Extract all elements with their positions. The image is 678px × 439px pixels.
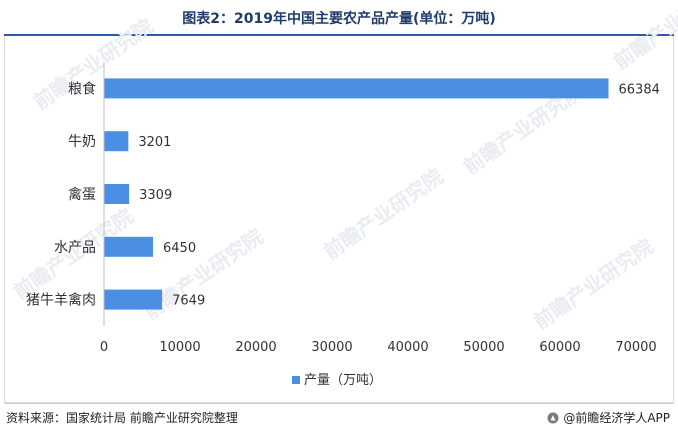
bar: [104, 184, 130, 204]
footer-divider: [4, 403, 674, 404]
legend-label: 产量（万吨）: [304, 373, 382, 388]
bars: [104, 78, 609, 310]
x-tick-label: 30000: [311, 340, 352, 355]
legend: 产量（万吨）: [292, 373, 382, 388]
category-label: 粮食: [68, 80, 96, 97]
data-label: 66384: [619, 82, 660, 97]
data-label: 3309: [139, 188, 172, 203]
x-tick-label: 0: [100, 340, 108, 355]
axes: 粮食 66384 牛奶 3201 禽蛋 3309 水产品 6450 猪牛羊禽肉 7649 0 1000…: [26, 62, 660, 355]
category-label: 水产品: [54, 240, 96, 256]
brand-logo-icon: [547, 412, 559, 423]
x-tick-label: 10000: [159, 340, 200, 355]
x-tick-label: 20000: [235, 340, 276, 355]
category-label: 牛奶: [68, 134, 96, 150]
brand-label: @前瞻经济学人APP: [563, 411, 670, 425]
x-tick-label: 50000: [463, 340, 504, 355]
legend-swatch: [292, 376, 300, 384]
bar: [104, 236, 154, 257]
source-note: 资料来源：国家统计局 前瞻产业研究院整理: [6, 411, 238, 425]
data-label: 6450: [163, 241, 196, 256]
data-label: 7649: [172, 294, 205, 309]
chart-frame: [4, 36, 674, 403]
bar: [104, 289, 163, 310]
footer-brand: @前瞻经济学人APP: [547, 409, 670, 426]
x-tick-label: 70000: [615, 340, 656, 355]
watermark-text: 前瞻产业研究院: [319, 164, 447, 264]
watermark-text: 前瞻产业研究院: [29, 14, 157, 114]
category-label: 禽蛋: [68, 186, 96, 203]
x-tick-label: 60000: [539, 340, 580, 355]
bar: [104, 78, 609, 99]
chart-title: 图表2：2019年中国主要农产品产量(单位：万吨): [182, 11, 496, 27]
x-tick-label: 40000: [387, 340, 428, 355]
data-label: 3201: [138, 135, 171, 150]
watermark-layer: 前瞻产业研究院前瞻产业研究院前瞻产业研究院前瞻产业研究院前瞻产业研究院前瞻产业研…: [9, 0, 678, 334]
title-divider: [4, 34, 674, 36]
watermark-text: 前瞻产业研究院: [529, 234, 657, 334]
bar: [104, 131, 129, 152]
watermark-text: 前瞻产业研究院: [609, 0, 678, 74]
category-label: 猪牛羊禽肉: [26, 292, 96, 309]
